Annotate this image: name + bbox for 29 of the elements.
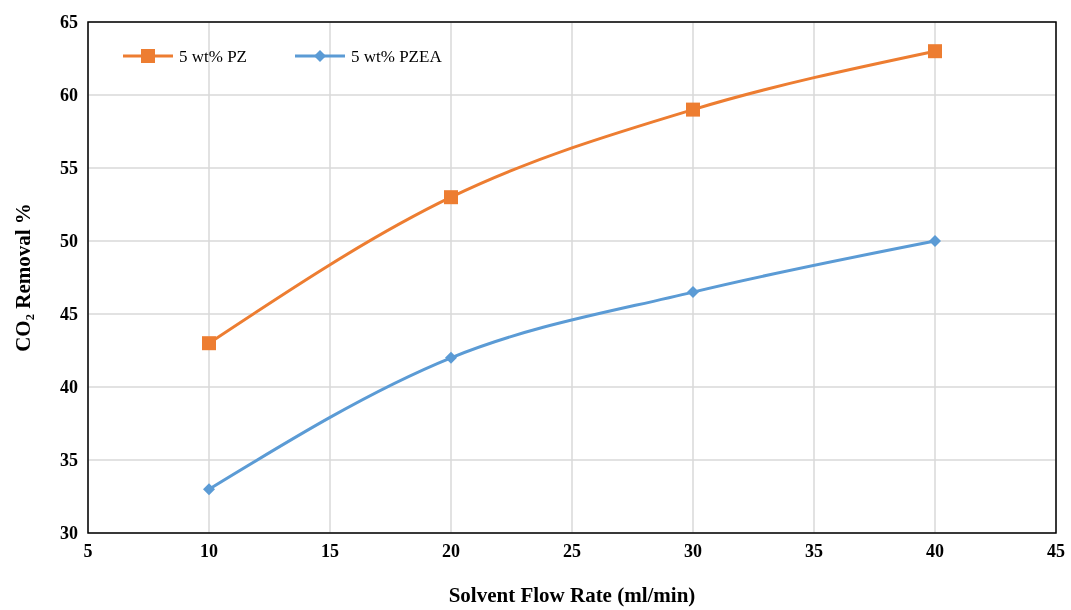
point xyxy=(202,336,216,351)
y-tick-label: 30 xyxy=(60,523,78,543)
point xyxy=(929,235,941,247)
y-tick-label: 35 xyxy=(60,450,78,470)
legend-label: 5 wt% PZ xyxy=(179,47,247,66)
y-axis-title: CO₂ Removal % xyxy=(11,203,35,352)
x-tick-label: 30 xyxy=(684,541,702,561)
legend-label: 5 wt% PZEA xyxy=(351,47,443,66)
x-tick-label: 10 xyxy=(200,541,218,561)
point xyxy=(203,483,215,496)
y-tick-label: 50 xyxy=(60,231,78,251)
x-tick-label: 5 xyxy=(83,541,93,561)
x-axis-title: Solvent Flow Rate (ml/min) xyxy=(448,583,696,607)
x-tick-label: 35 xyxy=(805,541,823,561)
point xyxy=(928,44,942,59)
x-tick-label: 40 xyxy=(926,541,944,561)
y-tick-label: 55 xyxy=(60,158,78,178)
x-tick-label: 20 xyxy=(442,541,460,561)
x-tick-label: 45 xyxy=(1047,541,1065,561)
x-tick-label: 15 xyxy=(321,541,339,561)
point xyxy=(445,351,457,364)
y-tick-label: 45 xyxy=(60,304,78,324)
point xyxy=(686,102,700,117)
y-tick-label: 65 xyxy=(60,12,78,32)
y-tick-label: 60 xyxy=(60,85,78,105)
x-tick-label: 25 xyxy=(563,541,581,561)
point xyxy=(444,190,458,205)
y-tick-label: 40 xyxy=(60,377,78,397)
point xyxy=(687,286,699,299)
